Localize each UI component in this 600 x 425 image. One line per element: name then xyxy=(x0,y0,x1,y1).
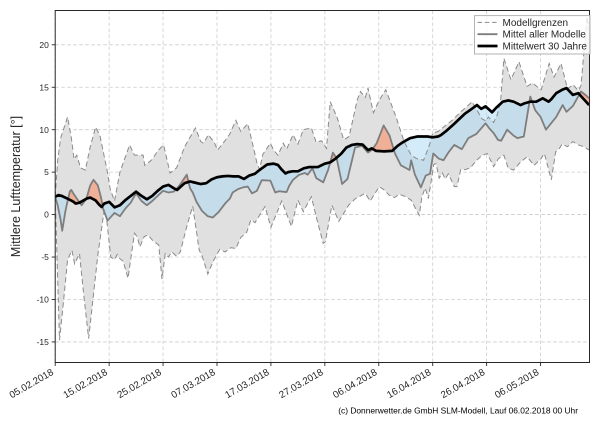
svg-text:Mittel aller Modelle: Mittel aller Modelle xyxy=(503,30,587,41)
svg-text:-5: -5 xyxy=(41,252,49,262)
svg-text:(c) Donnerwetter.de GmbH SLM-M: (c) Donnerwetter.de GmbH SLM-Modell, Lau… xyxy=(338,406,578,416)
svg-text:10: 10 xyxy=(39,125,49,135)
svg-text:Mittlere Lufttemperatur [°]: Mittlere Lufttemperatur [°] xyxy=(9,116,23,257)
svg-text:-10: -10 xyxy=(37,295,50,305)
svg-text:Modellgrenzen: Modellgrenzen xyxy=(503,18,569,29)
svg-text:15: 15 xyxy=(39,82,49,92)
svg-text:Mittelwert 30 Jahre: Mittelwert 30 Jahre xyxy=(503,42,588,53)
svg-text:-15: -15 xyxy=(37,337,50,347)
svg-text:5: 5 xyxy=(44,167,49,177)
svg-text:20: 20 xyxy=(39,40,49,50)
svg-text:0: 0 xyxy=(44,210,49,220)
